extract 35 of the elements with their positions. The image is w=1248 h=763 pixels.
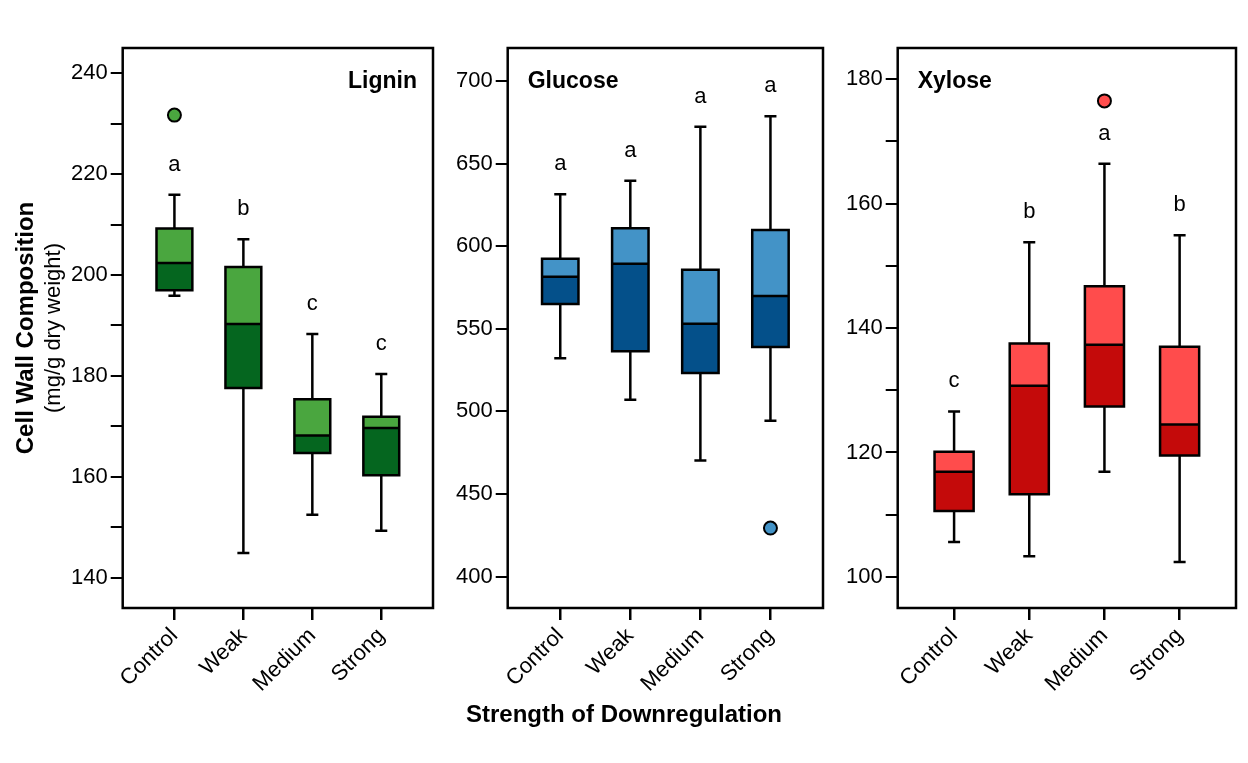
- y-tick-label: 100: [845, 562, 883, 588]
- annotation: a: [168, 150, 182, 176]
- annotation: b: [237, 195, 250, 221]
- y-tick-label: 650: [455, 149, 493, 175]
- y-tick-label: 700: [455, 67, 493, 93]
- annotation: a: [1098, 119, 1112, 145]
- y-axis-title: Cell Wall Composition (mg/g dry weight): [10, 201, 66, 455]
- y-tick-label: 140: [70, 563, 108, 589]
- text: Glucose: [527, 66, 619, 93]
- y-tick-label: 180: [70, 361, 108, 387]
- y-tick-label: 400: [455, 562, 493, 588]
- annotation: b: [1173, 191, 1186, 217]
- y-tick-label: 180: [845, 65, 883, 91]
- y-tick-label: 160: [845, 189, 883, 215]
- annotation: b: [1023, 198, 1036, 224]
- annotation: a: [554, 150, 568, 176]
- y-tick-label: 500: [455, 397, 493, 423]
- annotation: a: [694, 82, 708, 108]
- y-tick-label: 600: [455, 232, 493, 258]
- y-tick-label: 240: [70, 59, 108, 85]
- y-tick-label: 550: [455, 314, 493, 340]
- y-tick-label: 200: [70, 261, 108, 287]
- y-tick-label: 140: [845, 314, 883, 340]
- y-tick-label: 160: [70, 462, 108, 488]
- annotation: a: [624, 136, 638, 162]
- annotation: c: [375, 329, 387, 355]
- y-tick-label: 120: [845, 438, 883, 464]
- y-tick-label: 220: [70, 160, 108, 186]
- y-tick-label: 450: [455, 480, 493, 506]
- annotation: c: [948, 367, 960, 393]
- x-axis-title: Strength of Downregulation: [465, 700, 783, 728]
- annotation: c: [306, 290, 318, 316]
- annotation: a: [764, 72, 778, 98]
- text: Xylose: [917, 66, 992, 93]
- text: Lignin: [348, 66, 417, 93]
